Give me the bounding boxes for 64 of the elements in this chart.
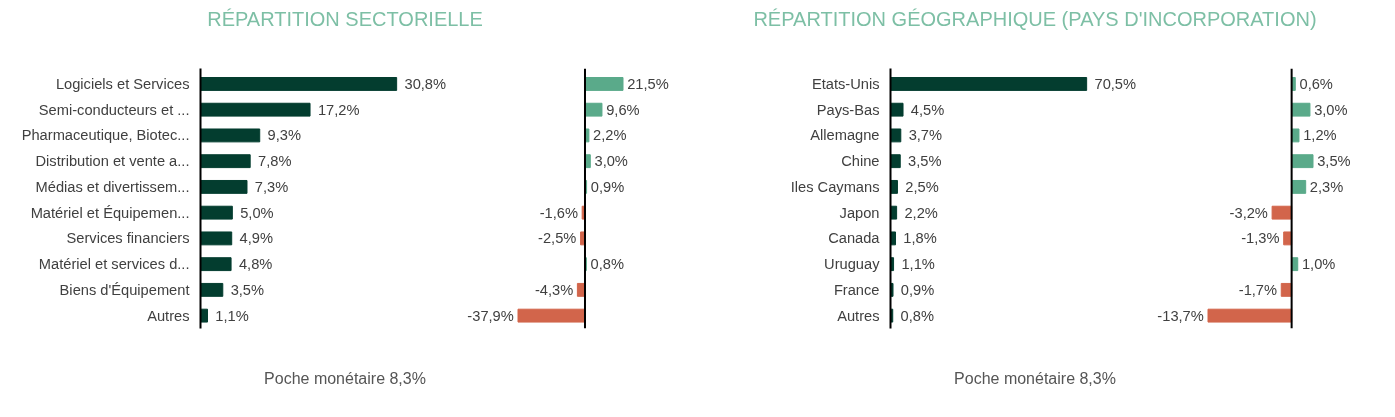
chart-title: RÉPARTITION SECTORIELLE	[207, 7, 483, 32]
data-label: 4,8%	[238, 256, 273, 273]
data-label: 0,9%	[900, 281, 935, 298]
y-tick-label: Pharmaceutique, Biotec...	[21, 127, 190, 144]
data-label: -1,3%	[1241, 230, 1280, 247]
data-label: 2,2%	[593, 127, 627, 144]
data-label: 0,9%	[590, 178, 625, 195]
y-tick-label: Etats-Unis	[811, 75, 880, 92]
data-label: 1,1%	[901, 256, 935, 273]
y-tick-label: Uruguay	[824, 256, 881, 273]
y-tick-label: Semi-conducteurs et ...	[38, 101, 190, 118]
y-tick-label: Distribution et vente a...	[35, 153, 190, 170]
data-label: 3,5%	[908, 153, 942, 170]
data-label: 0,6%	[1299, 75, 1333, 92]
data-label: 4,5%	[910, 101, 945, 118]
data-label: -37,9%	[467, 307, 514, 324]
data-label: 0,8%	[590, 256, 625, 273]
data-label: 7,3%	[254, 178, 289, 195]
y-tick-label: Médias et divertissem...	[35, 178, 190, 195]
data-label: 30,8%	[404, 75, 447, 92]
data-label: 3,0%	[594, 153, 628, 170]
data-label: 1,8%	[903, 230, 937, 247]
data-label: 5,0%	[240, 204, 274, 221]
data-label: 2,2%	[904, 204, 938, 221]
data-label: 3,5%	[1317, 153, 1351, 170]
data-label: 1,2%	[1303, 127, 1337, 144]
data-label: 2,3%	[1309, 178, 1344, 195]
data-label: 2,5%	[905, 178, 939, 195]
data-label: -13,7%	[1157, 307, 1204, 324]
y-tick-label: France	[833, 281, 880, 298]
y-tick-label: Japon	[839, 204, 880, 221]
data-label: -1,7%	[1238, 281, 1278, 298]
data-label: 4,9%	[239, 230, 273, 247]
data-label: 3,7%	[908, 127, 943, 144]
y-tick-label: Matériel et services d...	[38, 256, 190, 273]
chart-title: RÉPARTITION GÉOGRAPHIQUE (PAYS D'INCORPORATION)	[753, 7, 1317, 32]
data-label: -3,2%	[1229, 204, 1268, 221]
data-label: 17,2%	[317, 101, 360, 118]
y-tick-label: Services financiers	[66, 230, 190, 247]
data-label: 7,8%	[258, 153, 292, 170]
data-label: 3,0%	[1314, 101, 1348, 118]
y-tick-label: Logiciels et Services	[55, 75, 190, 92]
y-tick-label: Chine	[841, 153, 880, 170]
data-label: 3,5%	[230, 281, 265, 298]
text: Poche monétaire 8,3%	[954, 369, 1116, 389]
data-label: -2,5%	[538, 230, 577, 247]
data-label: 9,6%	[606, 101, 640, 118]
data-label: 0,8%	[900, 307, 934, 324]
y-tick-label: Biens d'Équipement	[59, 281, 190, 298]
y-tick-label: Pays-Bas	[816, 101, 880, 118]
data-label: 1,0%	[1301, 256, 1336, 273]
y-tick-label: Canada	[828, 230, 881, 247]
data-label: -4,3%	[534, 281, 574, 298]
data-label: 1,1%	[215, 307, 249, 324]
y-tick-label: Autres	[837, 307, 880, 324]
data-label: 70,5%	[1094, 75, 1137, 92]
y-tick-label: Allemagne	[810, 127, 880, 144]
y-tick-label: Matériel et Équipemen...	[30, 204, 190, 221]
data-label: 21,5%	[627, 75, 669, 92]
y-tick-label: Autres	[147, 307, 190, 324]
y-tick-label: Iles Caymans	[790, 178, 880, 195]
data-label: 9,3%	[267, 127, 301, 144]
data-label: -1,6%	[539, 204, 578, 221]
text: Poche monétaire 8,3%	[264, 369, 426, 389]
